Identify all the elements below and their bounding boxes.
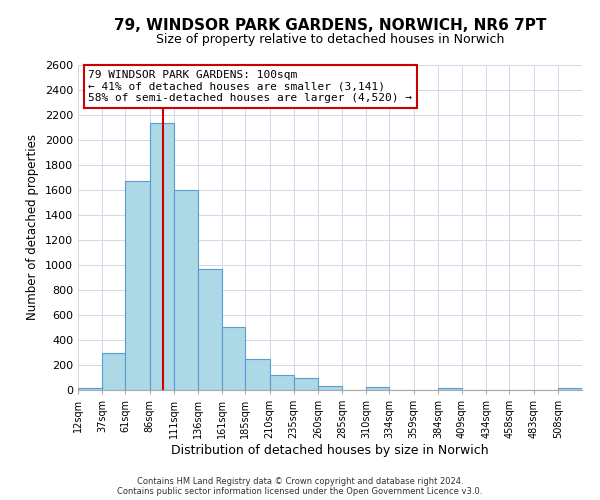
Text: 79, WINDSOR PARK GARDENS, NORWICH, NR6 7PT: 79, WINDSOR PARK GARDENS, NORWICH, NR6 7… xyxy=(114,18,546,32)
Bar xyxy=(222,327,245,390)
Text: Contains public sector information licensed under the Open Government Licence v3: Contains public sector information licen… xyxy=(118,488,482,496)
Bar xyxy=(558,388,582,390)
Bar xyxy=(294,378,318,390)
Bar xyxy=(269,375,294,390)
Text: 79 WINDSOR PARK GARDENS: 100sqm
← 41% of detached houses are smaller (3,141)
58%: 79 WINDSOR PARK GARDENS: 100sqm ← 41% of… xyxy=(88,70,412,103)
X-axis label: Distribution of detached houses by size in Norwich: Distribution of detached houses by size … xyxy=(171,444,489,457)
Bar xyxy=(245,359,269,390)
Y-axis label: Number of detached properties: Number of detached properties xyxy=(26,134,40,320)
Bar xyxy=(174,190,198,390)
Bar xyxy=(102,353,125,390)
Bar xyxy=(438,388,462,390)
Bar xyxy=(318,386,342,390)
Bar xyxy=(198,270,222,390)
Bar xyxy=(366,387,389,390)
Text: Size of property relative to detached houses in Norwich: Size of property relative to detached ho… xyxy=(156,32,504,46)
Text: Contains HM Land Registry data © Crown copyright and database right 2024.: Contains HM Land Registry data © Crown c… xyxy=(137,478,463,486)
Bar xyxy=(125,181,149,390)
Bar xyxy=(78,388,102,390)
Bar xyxy=(149,122,174,390)
